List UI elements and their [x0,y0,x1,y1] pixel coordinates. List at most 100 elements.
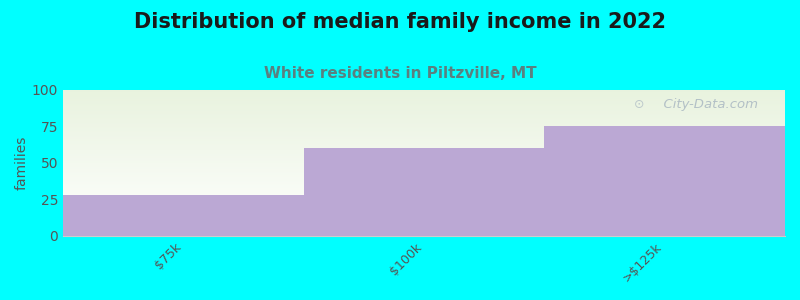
Bar [63,228,785,229]
Bar [63,230,785,231]
Bar [63,102,785,103]
Bar [63,235,785,236]
Bar [63,169,785,170]
Bar [63,124,785,125]
Bar [63,121,785,122]
Bar [63,138,785,139]
Bar [63,213,785,214]
Bar [63,153,785,154]
Bar [63,132,785,133]
Bar [63,180,785,181]
Bar [63,100,785,101]
Bar [63,133,785,134]
Bar [63,219,785,220]
Bar [63,156,785,157]
Bar [63,135,785,136]
Bar [63,210,785,211]
Bar [63,167,785,168]
Bar [63,170,785,171]
Bar [63,177,785,178]
Bar [63,212,785,213]
Bar [63,193,785,194]
Bar [63,183,785,184]
Bar [63,161,785,162]
Bar [63,149,785,150]
Bar [63,178,785,179]
Bar [63,93,785,94]
Bar [63,209,785,210]
Bar [63,217,785,218]
Bar [304,148,544,236]
Bar [63,129,785,130]
Bar [63,165,785,166]
Y-axis label: families: families [15,136,29,190]
Bar [63,215,785,216]
Bar [63,198,785,199]
Bar [63,95,785,96]
Bar [63,105,785,106]
Bar [63,206,785,207]
Bar [63,109,785,110]
Bar [63,111,785,112]
Bar [63,96,785,97]
Bar [63,207,785,208]
Bar [63,174,785,175]
Bar [63,115,785,116]
Bar [63,123,785,124]
Bar [63,98,785,99]
Text: Distribution of median family income in 2022: Distribution of median family income in … [134,12,666,32]
Bar [63,202,785,203]
Bar [63,224,785,225]
Bar [63,204,785,205]
Bar [63,188,785,189]
Bar [63,142,785,143]
Bar [63,106,785,107]
Bar [63,194,785,195]
Bar [63,200,785,201]
Bar [63,104,785,105]
Bar [63,148,785,149]
Text: City-Data.com: City-Data.com [655,98,758,111]
Bar [63,179,785,180]
Bar [63,117,785,118]
Bar [63,222,785,223]
Bar [63,110,785,111]
Bar [63,114,785,115]
Bar [63,144,785,145]
Bar [63,196,785,197]
Bar [63,101,785,102]
Bar [63,160,785,161]
Bar [63,199,785,200]
Bar [63,134,785,135]
Bar [63,108,785,109]
Bar [63,229,785,230]
Bar [63,92,785,93]
Bar [63,218,785,219]
Text: White residents in Piltzville, MT: White residents in Piltzville, MT [264,66,536,81]
Bar [63,162,785,163]
Bar [63,154,785,155]
Bar [63,232,785,233]
Bar [63,164,785,165]
Bar [63,90,785,91]
Bar [63,131,785,132]
Bar [63,189,785,190]
Bar [63,120,785,121]
Bar [63,151,785,152]
Bar [63,231,785,232]
Bar [63,195,304,236]
Bar [63,159,785,160]
Bar [63,130,785,131]
Bar [63,145,785,146]
Bar [63,234,785,235]
Bar [63,97,785,98]
Bar [63,139,785,140]
Bar [63,201,785,202]
Bar [63,211,785,212]
Bar [63,208,785,209]
Bar [63,190,785,191]
Bar [63,203,785,204]
Bar [63,227,785,228]
Bar [63,185,785,186]
Bar [63,187,785,188]
